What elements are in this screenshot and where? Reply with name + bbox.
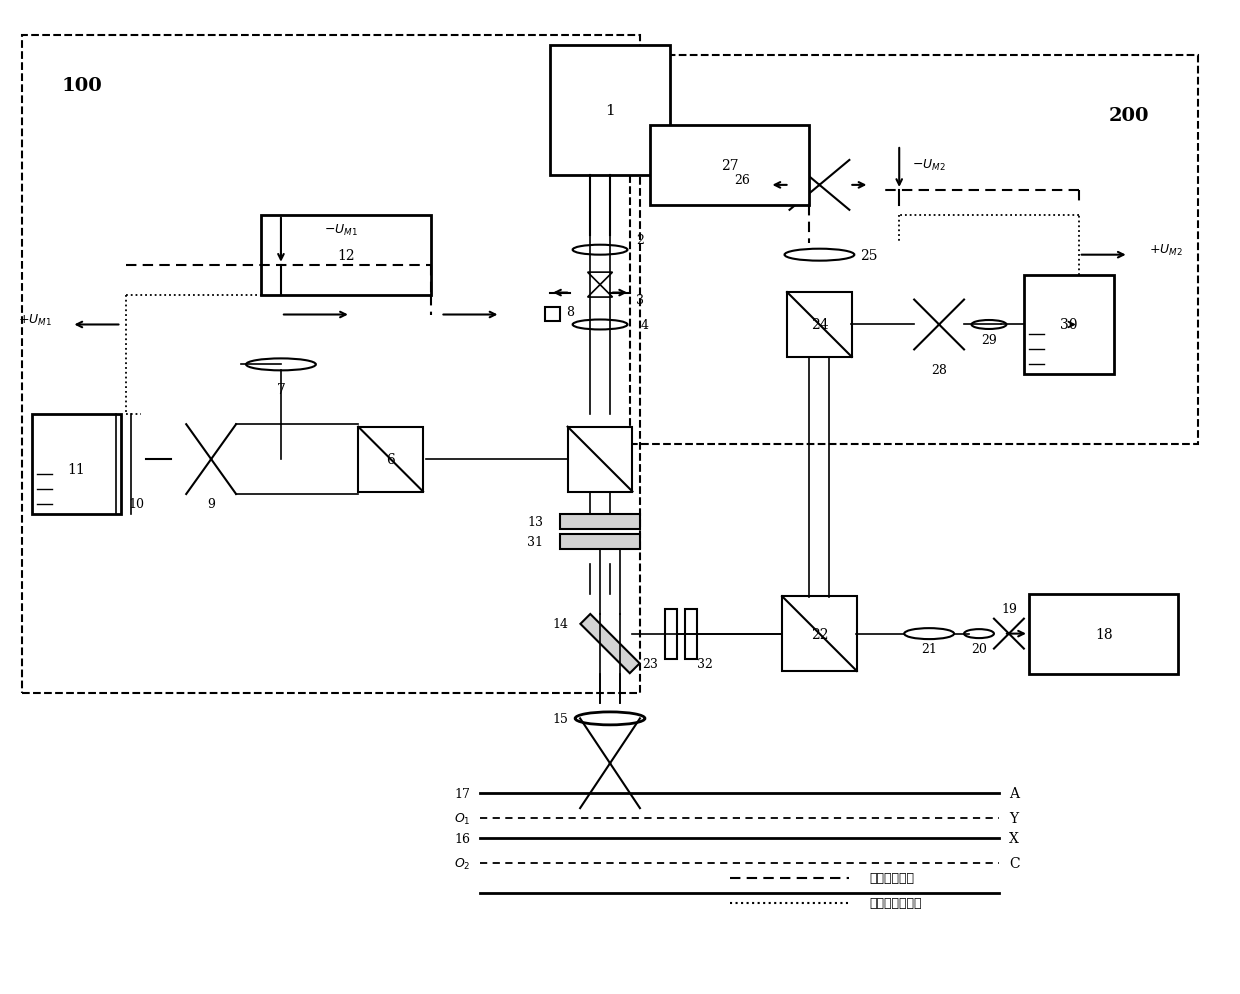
Text: $-U_{M2}$: $-U_{M2}$ — [913, 158, 946, 173]
Bar — [546, 307, 560, 322]
Text: 19: 19 — [1001, 602, 1017, 615]
Polygon shape — [588, 285, 613, 298]
Bar — [560, 515, 640, 530]
Bar — [580, 614, 640, 674]
Text: $-U_{M1}$: $-U_{M1}$ — [324, 223, 357, 238]
Bar — [665, 609, 677, 659]
Text: 2: 2 — [636, 234, 644, 247]
Text: 10: 10 — [129, 498, 144, 511]
Text: 6: 6 — [387, 452, 396, 466]
Text: 14: 14 — [552, 617, 568, 630]
Text: A: A — [1009, 786, 1019, 800]
Text: 23: 23 — [642, 657, 658, 670]
Text: 探测器焦平面: 探测器焦平面 — [869, 872, 914, 885]
Text: 8: 8 — [567, 306, 574, 319]
Bar — [684, 609, 697, 659]
Ellipse shape — [573, 246, 627, 255]
Ellipse shape — [904, 628, 954, 639]
Text: 11: 11 — [68, 462, 86, 476]
Bar — [630, 57, 1198, 444]
Bar — [1029, 594, 1178, 674]
Bar — [1024, 275, 1114, 375]
Text: 24: 24 — [811, 318, 828, 332]
Polygon shape — [588, 273, 613, 285]
Text: 22: 22 — [811, 627, 828, 641]
Bar — [551, 46, 670, 176]
Text: 29: 29 — [981, 334, 997, 347]
Text: 18: 18 — [1095, 627, 1112, 641]
Text: $+U_{M1}$: $+U_{M1}$ — [17, 313, 52, 328]
Text: 9: 9 — [207, 498, 215, 511]
Text: C: C — [1009, 856, 1019, 870]
Ellipse shape — [573, 320, 627, 330]
Text: 13: 13 — [527, 516, 543, 529]
Text: 30: 30 — [1060, 318, 1078, 332]
Ellipse shape — [971, 321, 1007, 330]
Bar — [568, 427, 632, 492]
Bar — [32, 414, 122, 515]
Text: 7: 7 — [277, 383, 285, 397]
Text: 26: 26 — [734, 174, 750, 187]
Text: 28: 28 — [931, 364, 947, 377]
Text: 4: 4 — [641, 319, 649, 332]
Bar — [358, 427, 423, 492]
Ellipse shape — [785, 249, 854, 261]
Text: 27: 27 — [720, 159, 739, 173]
Text: 16: 16 — [454, 832, 470, 845]
Text: 17: 17 — [455, 787, 470, 800]
Bar — [260, 216, 430, 295]
Text: 20: 20 — [971, 642, 987, 655]
Bar — [560, 535, 640, 550]
Text: 21: 21 — [921, 642, 937, 655]
Bar — [782, 596, 857, 671]
Bar — [787, 293, 852, 358]
Bar — [650, 126, 810, 206]
Ellipse shape — [575, 712, 645, 726]
Text: 32: 32 — [697, 657, 713, 670]
Text: 25: 25 — [861, 248, 878, 262]
Bar — [21, 36, 640, 694]
Text: $+U_{M2}$: $+U_{M2}$ — [1148, 243, 1182, 258]
Text: X: X — [1009, 831, 1019, 845]
Text: 探测器离焦平面: 探测器离焦平面 — [869, 897, 921, 910]
Text: 100: 100 — [61, 78, 102, 95]
Text: 12: 12 — [337, 248, 355, 262]
Text: 200: 200 — [1109, 107, 1148, 125]
Text: 31: 31 — [527, 536, 543, 549]
Text: 1: 1 — [605, 104, 615, 118]
Text: $O_2$: $O_2$ — [454, 856, 470, 871]
Text: $O_1$: $O_1$ — [454, 811, 470, 826]
Text: 15: 15 — [552, 712, 568, 726]
Text: Y: Y — [1009, 811, 1018, 825]
Ellipse shape — [246, 359, 316, 371]
Text: 3: 3 — [636, 294, 644, 307]
Ellipse shape — [963, 629, 994, 638]
